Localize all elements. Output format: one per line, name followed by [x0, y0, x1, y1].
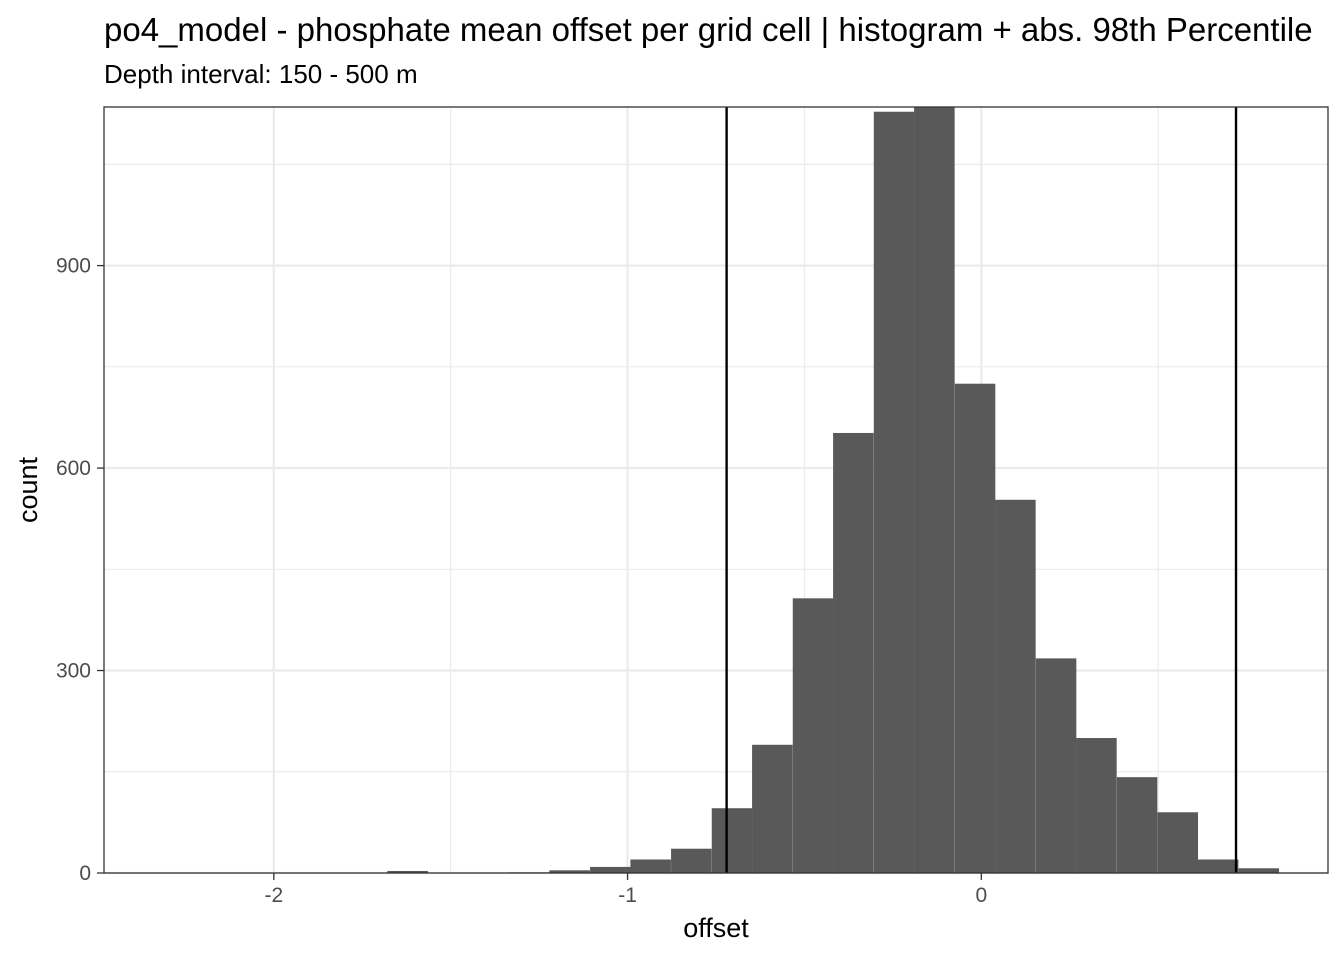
histogram-bar — [630, 859, 671, 873]
histogram-bar — [752, 744, 793, 873]
percentile-lines — [725, 107, 1238, 873]
y-tick-label: 600 — [56, 457, 91, 480]
histogram-bar — [1076, 738, 1117, 873]
x-axis-ticks: -2 -1 0 — [264, 873, 987, 907]
x-axis-label: offset — [683, 913, 749, 943]
histogram-bar — [1157, 812, 1199, 873]
x-tick-label: 0 — [975, 884, 987, 907]
chart-title: po4_model - phosphate mean offset per gr… — [104, 11, 1313, 48]
y-tick-label: 0 — [79, 862, 91, 885]
histogram-bar — [833, 432, 874, 873]
histogram-bar — [671, 848, 712, 873]
histogram-bar — [1197, 859, 1239, 873]
histogram-bars — [387, 107, 1280, 873]
histogram-bar — [387, 870, 428, 873]
histogram-bar — [590, 866, 631, 873]
histogram-bar — [914, 107, 955, 873]
y-axis-label: count — [13, 456, 43, 523]
histogram-bar — [711, 808, 753, 873]
grid-major — [104, 107, 1328, 875]
x-tick-label: -2 — [264, 884, 283, 907]
y-tick-label: 900 — [56, 255, 91, 278]
histogram-bar — [1035, 658, 1077, 873]
histogram-bar — [792, 598, 834, 873]
x-tick-label: -1 — [618, 884, 637, 907]
histogram-bar — [954, 383, 996, 873]
histogram-bar — [549, 870, 590, 873]
y-axis-ticks: 0 300 600 900 — [56, 255, 104, 885]
chart-subtitle: Depth interval: 150 - 500 m — [104, 59, 418, 89]
y-tick-label: 300 — [56, 660, 91, 683]
panel-border — [103, 106, 1329, 874]
histogram-bar — [1238, 868, 1280, 873]
histogram-bar — [995, 499, 1036, 873]
histogram-bar — [1116, 777, 1158, 873]
histogram-bar — [873, 111, 915, 873]
grid-minor — [104, 107, 1328, 873]
